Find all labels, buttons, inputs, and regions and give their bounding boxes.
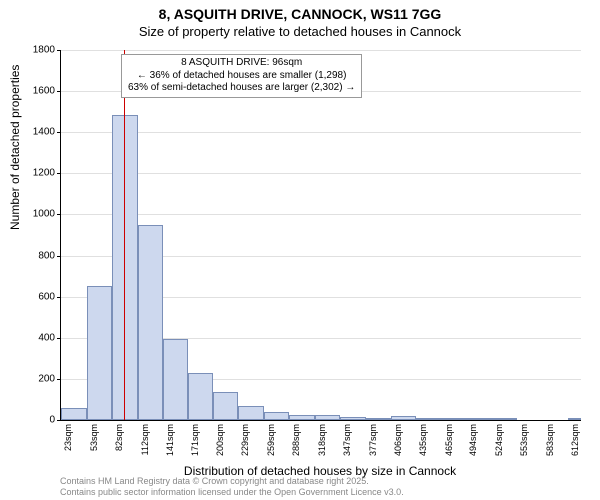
- histogram-bar: [238, 406, 264, 420]
- footer-line-1: Contains HM Land Registry data © Crown c…: [60, 476, 404, 487]
- ytick-label: 600: [0, 291, 55, 302]
- histogram-bar: [442, 418, 467, 420]
- ytick-label: 1600: [0, 86, 55, 97]
- histogram-bar: [61, 408, 87, 420]
- ytick-mark: [57, 91, 61, 92]
- xtick-label: 377sqm: [368, 424, 378, 456]
- histogram-bar: [264, 412, 289, 420]
- xtick-label: 288sqm: [291, 424, 301, 456]
- xtick-label: 553sqm: [519, 424, 529, 456]
- chart-title: 8, ASQUITH DRIVE, CANNOCK, WS11 7GG: [0, 6, 600, 22]
- ytick-mark: [57, 173, 61, 174]
- ytick-label: 800: [0, 250, 55, 261]
- xtick-label: 82sqm: [114, 424, 124, 451]
- xtick-label: 23sqm: [63, 424, 73, 451]
- xtick-label: 171sqm: [190, 424, 200, 456]
- histogram-bar: [416, 418, 442, 420]
- ytick-mark: [57, 132, 61, 133]
- ytick-mark: [57, 214, 61, 215]
- xtick-label: 494sqm: [468, 424, 478, 456]
- histogram-bar: [138, 225, 163, 420]
- histogram-bar: [391, 416, 416, 420]
- gridline: [61, 214, 581, 215]
- ytick-mark: [57, 338, 61, 339]
- gridline: [61, 132, 581, 133]
- ytick-label: 0: [0, 415, 55, 426]
- histogram-bar: [289, 415, 315, 420]
- gridline: [61, 173, 581, 174]
- footer-note: Contains HM Land Registry data © Crown c…: [60, 476, 404, 498]
- ytick-mark: [57, 379, 61, 380]
- histogram-bar: [188, 373, 213, 420]
- plot-area: 8 ASQUITH DRIVE: 96sqm ← 36% of detached…: [60, 50, 581, 421]
- histogram-bar: [315, 415, 340, 420]
- ytick-label: 1000: [0, 209, 55, 220]
- histogram-bar: [163, 339, 189, 420]
- histogram-bar: [466, 418, 492, 420]
- ytick-label: 400: [0, 332, 55, 343]
- xtick-label: 141sqm: [165, 424, 175, 456]
- xtick-label: 259sqm: [266, 424, 276, 456]
- ytick-mark: [57, 420, 61, 421]
- xtick-label: 612sqm: [570, 424, 580, 456]
- histogram-bar: [340, 417, 366, 420]
- xtick-label: 318sqm: [317, 424, 327, 456]
- xtick-label: 112sqm: [140, 424, 150, 455]
- ytick-mark: [57, 256, 61, 257]
- histogram-bar: [366, 418, 391, 420]
- ytick-label: 1800: [0, 45, 55, 56]
- xtick-label: 229sqm: [240, 424, 250, 456]
- xtick-label: 53sqm: [89, 424, 99, 451]
- annotation-line-1: 8 ASQUITH DRIVE: 96sqm: [128, 57, 355, 70]
- histogram-bar: [568, 418, 581, 420]
- xtick-label: 583sqm: [545, 424, 555, 456]
- ytick-mark: [57, 50, 61, 51]
- annotation-line-2: ← 36% of detached houses are smaller (1,…: [128, 70, 355, 83]
- xtick-label: 435sqm: [418, 424, 428, 456]
- chart-subtitle: Size of property relative to detached ho…: [0, 24, 600, 39]
- histogram-bar: [213, 392, 238, 420]
- annotation-box: 8 ASQUITH DRIVE: 96sqm ← 36% of detached…: [121, 54, 362, 98]
- chart-container: 8, ASQUITH DRIVE, CANNOCK, WS11 7GG Size…: [0, 0, 600, 500]
- reference-line: [124, 50, 125, 420]
- footer-line-2: Contains public sector information licen…: [60, 487, 404, 498]
- xtick-label: 200sqm: [215, 424, 225, 456]
- xtick-label: 406sqm: [393, 424, 403, 456]
- ytick-label: 1400: [0, 127, 55, 138]
- ytick-mark: [57, 297, 61, 298]
- histogram-bar: [492, 418, 517, 420]
- xtick-label: 524sqm: [494, 424, 504, 456]
- xtick-label: 465sqm: [444, 424, 454, 456]
- ytick-label: 200: [0, 373, 55, 384]
- annotation-line-3: 63% of semi-detached houses are larger (…: [128, 82, 355, 95]
- gridline: [61, 50, 581, 51]
- xtick-label: 347sqm: [342, 424, 352, 456]
- histogram-bar: [87, 286, 112, 420]
- ytick-label: 1200: [0, 168, 55, 179]
